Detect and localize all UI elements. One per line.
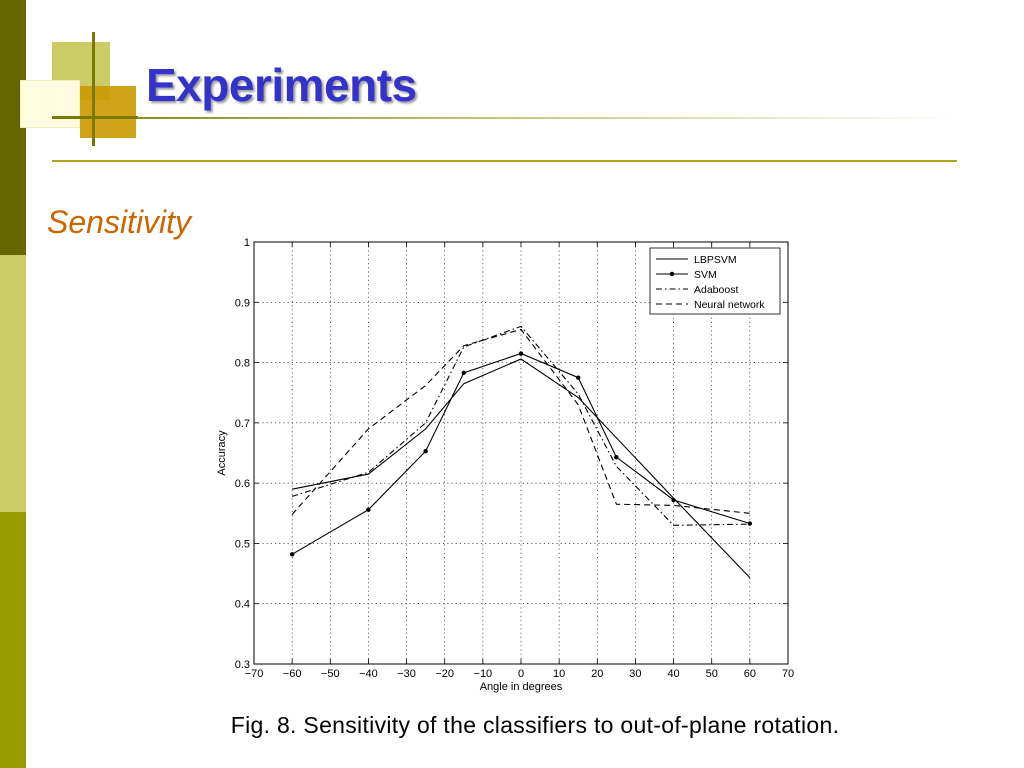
line-chart: −70 −60 −50 −40 −30 −20 −10 0 10 20 30 40 50 60 70 0.3 0…: [216, 237, 794, 693]
y-tick-label: 1: [244, 237, 250, 249]
data-point-svm: [366, 507, 371, 512]
legend-label-adaboost: Adaboost: [694, 284, 738, 296]
y-tick-label: 0.6: [235, 478, 250, 490]
series-line-lbpsvm: [291, 358, 751, 579]
data-point-svm: [423, 448, 428, 454]
decor-square-gold: [80, 86, 136, 138]
y-tick-label: 0.3: [235, 659, 250, 671]
x-tick-label: 60: [744, 668, 756, 680]
y-axis-label: Accuracy: [216, 430, 228, 476]
y-tick-label: 0.5: [235, 538, 250, 550]
y-tick-label: 0.7: [235, 418, 250, 430]
series-line-adaboost: [291, 325, 750, 526]
legend-marker-svm: [669, 271, 675, 277]
x-tick-label: −40: [359, 668, 378, 680]
decor-vertical-line: [92, 32, 95, 146]
data-point-svm: [614, 455, 619, 460]
x-tick-label: −50: [321, 668, 340, 680]
sidebar-bottom-band: [0, 512, 26, 768]
data-point-svm: [518, 351, 524, 356]
slide-subtitle: Sensitivity: [47, 204, 192, 240]
y-tick-label: 0.4: [235, 599, 250, 611]
data-point-svm: [461, 370, 466, 376]
slide-title: Experiments: [146, 59, 417, 111]
x-axis-label: Angle in degrees: [480, 681, 563, 693]
x-tick-label: −60: [283, 668, 302, 680]
chart-container: −70 −60 −50 −40 −30 −20 −10 0 10 20 30 40 50 60 70 0.3 0…: [210, 232, 810, 702]
data-point-svm: [576, 375, 581, 380]
x-tick-label: 30: [629, 668, 641, 680]
x-tick-label: −10: [474, 668, 493, 680]
x-tick-label: −20: [435, 668, 454, 680]
figure-caption: Fig. 8. Sensitivity of the classifiers t…: [230, 712, 840, 738]
title-divider: [52, 160, 957, 162]
x-tick-label: −70: [245, 668, 264, 680]
x-tick-label: 0: [518, 668, 524, 680]
legend-label-svm: SVM: [694, 269, 717, 281]
x-tick-label: 70: [782, 668, 794, 680]
legend-label-neural-network: Neural network: [694, 299, 765, 311]
x-tick-label: 20: [591, 668, 603, 680]
y-tick-label: 0.9: [235, 297, 250, 309]
legend-label-lbpsvm: LBPSVM: [694, 254, 737, 266]
data-point-svm: [671, 497, 676, 503]
x-tick-label: 40: [667, 668, 679, 680]
x-tick-label: 10: [553, 668, 565, 680]
sidebar-middle-band: [0, 255, 26, 512]
decor-fade-line: [138, 117, 958, 119]
data-point-svm: [289, 552, 295, 557]
x-tick-label: −30: [397, 668, 416, 680]
series-line-neural-network: [291, 328, 750, 515]
decor-horizontal-line: [52, 116, 138, 119]
data-point-svm: [747, 521, 753, 526]
y-tick-label: 0.8: [235, 358, 250, 370]
x-tick-label: 50: [706, 668, 718, 680]
decor-square-cream: [20, 80, 80, 128]
